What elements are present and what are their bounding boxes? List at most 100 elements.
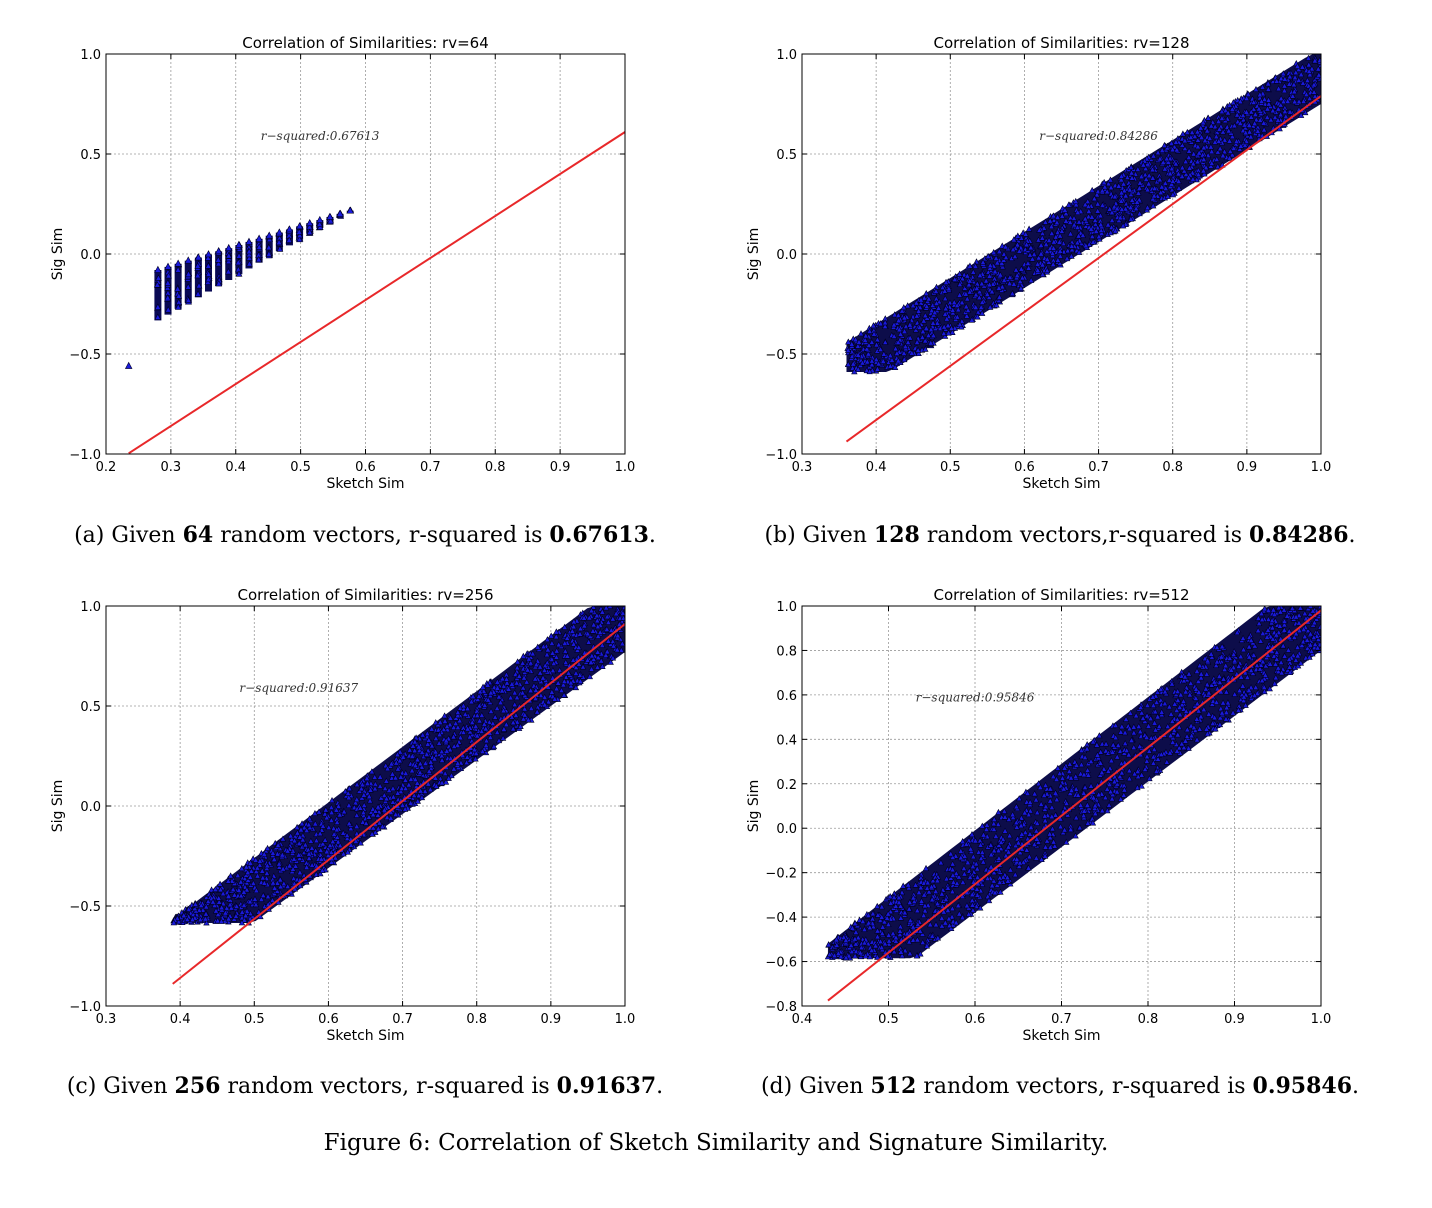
- scatter-point: [930, 332, 937, 339]
- scatter-point: [316, 215, 324, 223]
- scatter-point: [913, 338, 921, 345]
- scatter-point: [1209, 697, 1217, 704]
- scatter-point: [556, 666, 563, 673]
- scatter-point: [576, 630, 584, 637]
- scatter-point: [1138, 782, 1145, 789]
- scatter-point: [1254, 627, 1262, 634]
- scatter-point: [296, 231, 304, 239]
- scatter-point: [252, 856, 259, 863]
- scatter-point: [1145, 180, 1152, 187]
- scatter-point: [303, 826, 310, 833]
- scatter-point: [1227, 147, 1234, 154]
- scatter-point: [359, 781, 366, 788]
- scatter-point: [473, 749, 480, 756]
- scatter-point: [1276, 622, 1284, 629]
- scatter-point: [1063, 799, 1070, 806]
- scatter-point: [1107, 176, 1114, 183]
- scatter-point: [277, 883, 284, 890]
- scatter-point: [1218, 653, 1225, 660]
- scatter-point: [865, 341, 873, 348]
- caption-c: (c) Given 256 random vectors, r-squared …: [40, 1073, 690, 1099]
- scatter-point: [826, 951, 833, 958]
- scatter-point: [153, 281, 161, 288]
- x-tick-label: 1.0: [615, 460, 636, 475]
- scatter-point: [1106, 780, 1113, 787]
- scatter-point: [225, 877, 232, 884]
- scatter-point: [881, 322, 889, 329]
- scatter-point: [1176, 711, 1184, 718]
- scatter-point: [1252, 85, 1260, 93]
- scatter-point: [837, 953, 845, 960]
- scatter-point: [861, 925, 868, 933]
- y-tick-label: −0.8: [765, 1000, 797, 1015]
- scatter-point: [296, 882, 304, 889]
- scatter-point: [164, 294, 172, 301]
- scatter-point: [1054, 256, 1062, 263]
- scatter-point: [852, 336, 859, 343]
- scatter-point: [1286, 80, 1293, 87]
- scatter-point: [407, 799, 414, 806]
- scatter-point: [1094, 751, 1101, 758]
- scatter-point: [616, 620, 623, 627]
- scatter-point: [296, 869, 304, 876]
- scatter-point: [1297, 71, 1305, 78]
- scatter-point: [240, 888, 248, 895]
- scatter-point: [1027, 823, 1035, 830]
- scatter-point: [1182, 707, 1190, 714]
- scatter-point: [1037, 250, 1045, 257]
- scatter-point: [1203, 127, 1211, 134]
- scatter-point: [1140, 161, 1147, 168]
- scatter-point: [1167, 732, 1174, 739]
- scatter-point: [1258, 610, 1265, 617]
- scatter-point: [1237, 119, 1244, 126]
- scatter-point: [1290, 81, 1298, 88]
- scatter-point: [543, 651, 551, 658]
- scatter-point: [353, 822, 360, 829]
- scatter-point: [379, 823, 386, 830]
- scatter-point: [1280, 70, 1287, 77]
- x-tick-label: 0.9: [1237, 460, 1258, 475]
- scatter-point: [1136, 742, 1143, 749]
- x-tick-label: 0.5: [878, 1012, 899, 1027]
- scatter-point: [857, 949, 864, 956]
- scatter-point: [1152, 726, 1159, 733]
- scatter-point: [1039, 261, 1046, 268]
- scatter-point: [305, 821, 312, 828]
- scatter-point: [1185, 147, 1193, 154]
- scatter-point: [887, 352, 894, 359]
- scatter-point: [316, 830, 324, 837]
- scatter-point: [1199, 151, 1206, 158]
- scatter-point: [322, 806, 330, 813]
- scatter-point: [1216, 145, 1224, 152]
- scatter-point: [1026, 830, 1034, 837]
- x-axis-label: Sketch Sim: [1022, 1028, 1100, 1044]
- scatter-point: [279, 835, 287, 842]
- scatter-point: [242, 912, 249, 919]
- scatter-point: [1257, 661, 1265, 668]
- scatter-point: [194, 290, 202, 297]
- scatter-point: [1195, 677, 1202, 684]
- scatter-point: [154, 303, 162, 310]
- scatter-point: [1258, 677, 1266, 684]
- scatter-point: [588, 665, 595, 672]
- scatter-point: [345, 801, 353, 808]
- scatter-point: [928, 883, 935, 890]
- scatter-point: [462, 710, 469, 717]
- scatter-point: [917, 950, 924, 957]
- scatter-point: [1043, 267, 1051, 274]
- scatter-point: [1310, 81, 1318, 88]
- scatter-point: [973, 885, 981, 892]
- scatter-column: [215, 251, 223, 286]
- scatter-point: [1266, 685, 1273, 692]
- y-tick-label: −0.4: [765, 911, 797, 926]
- scatter-point: [560, 681, 567, 688]
- scatter-point: [357, 839, 364, 846]
- scatter-point: [415, 792, 422, 799]
- scatter-point: [1175, 170, 1182, 177]
- scatter-point: [1172, 138, 1180, 145]
- scatter-point: [328, 848, 335, 855]
- scatter-point: [873, 341, 880, 348]
- figure-caption: Figure 6: Correlation of Sketch Similari…: [323, 1130, 1109, 1156]
- scatter-point: [1150, 701, 1157, 709]
- scatter-point: [949, 866, 956, 873]
